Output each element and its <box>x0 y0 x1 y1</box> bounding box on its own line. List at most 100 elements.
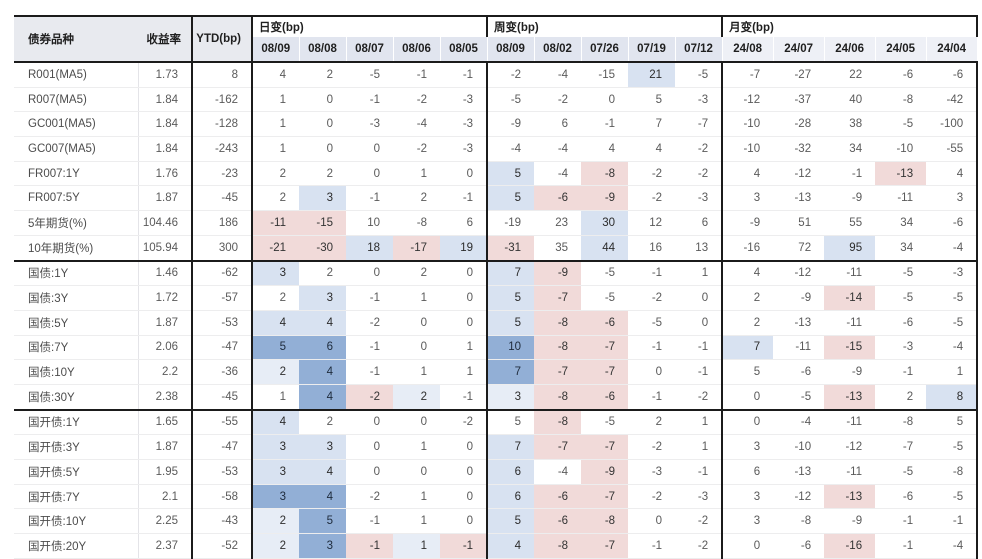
change-cell: 4 <box>252 408 299 436</box>
change-cell: 18 <box>346 235 393 262</box>
change-cell: 0 <box>440 285 489 311</box>
row-label: FR007:5Y <box>14 185 139 212</box>
date-header: 07/26 <box>580 37 629 62</box>
row-label: 10年期货(%) <box>14 235 139 262</box>
change-cell: 7 <box>722 335 774 361</box>
change-cell: -32 <box>773 136 825 162</box>
change-cell: -2 <box>487 62 535 88</box>
row-label: 国开债:1Y <box>14 408 139 436</box>
change-cell: 4 <box>252 310 299 336</box>
ytd-cell: -243 <box>191 136 253 162</box>
change-cell: 3 <box>252 484 299 510</box>
change-cell: -8 <box>773 508 825 535</box>
change-cell: -10 <box>773 434 825 460</box>
change-cell: -4 <box>926 533 979 559</box>
change-cell: -11 <box>824 459 876 485</box>
change-cell: 4 <box>926 161 979 187</box>
yield-cell: 1.76 <box>138 161 192 187</box>
table-row: 国债:5Y 1.87 -53 4 4 -2 0 0 5 -8 -6 -5 0 2 -13 -11 -6 -5 <box>14 310 979 336</box>
table-row: 国开债:3Y 1.87 -47 3 3 0 1 0 7 -7 -7 -2 1 3 -10 -12 -7 -5 <box>14 434 979 460</box>
yield-cell: 105.94 <box>138 235 192 262</box>
change-cell: 1 <box>393 285 440 311</box>
change-cell: -7 <box>581 533 629 559</box>
change-cell: -1 <box>440 384 489 411</box>
change-cell: -5 <box>628 310 676 336</box>
change-cell: -1 <box>926 508 979 535</box>
change-cell: -21 <box>252 235 299 262</box>
change-cell: 4 <box>722 259 774 287</box>
change-cell: -2 <box>346 484 393 510</box>
change-cell: -2 <box>675 384 724 411</box>
yield-cell: 2.2 <box>138 359 192 385</box>
change-cell: -5 <box>875 459 927 485</box>
change-cell: -42 <box>926 87 979 113</box>
change-cell: 0 <box>346 459 393 485</box>
change-cell: -13 <box>824 484 876 510</box>
table-row: 国债:1Y 1.46 -62 3 2 0 2 0 7 -9 -5 -1 1 4 -12 -11 -5 -3 <box>14 259 979 287</box>
change-cell: -8 <box>534 384 582 411</box>
change-cell: -1 <box>628 259 676 287</box>
change-cell: 6 <box>487 459 535 485</box>
change-cell: 2 <box>393 384 440 411</box>
change-cell: 3 <box>252 259 299 287</box>
change-cell: 1 <box>393 533 440 559</box>
yield-cell: 1.87 <box>138 185 192 212</box>
change-cell: -5 <box>487 87 535 113</box>
ytd-cell: 300 <box>191 235 253 262</box>
ytd-cell: -43 <box>191 508 253 535</box>
date-header: 24/08 <box>721 37 774 62</box>
date-header: 08/02 <box>533 37 582 62</box>
row-label: 国债:3Y <box>14 285 139 311</box>
change-cell: 3 <box>926 185 979 212</box>
change-cell: -1 <box>628 533 676 559</box>
change-cell: -12 <box>773 259 825 287</box>
change-cell: -6 <box>875 62 927 88</box>
change-cell: 0 <box>346 408 393 436</box>
change-cell: 5 <box>487 185 535 212</box>
yield-cell: 2.38 <box>138 384 192 411</box>
change-cell: -1 <box>875 508 927 535</box>
change-cell: -6 <box>534 508 582 535</box>
change-cell: 35 <box>534 235 582 262</box>
change-cell: -2 <box>628 161 676 187</box>
yield-cell: 1.73 <box>138 62 192 88</box>
change-cell: 2 <box>393 185 440 212</box>
change-cell: -3 <box>675 87 724 113</box>
change-cell: 5 <box>487 161 535 187</box>
change-cell: 7 <box>628 111 676 138</box>
change-cell: -15 <box>581 62 629 88</box>
change-cell: 2 <box>252 185 299 212</box>
col-header-yield: 收益率 <box>138 16 192 62</box>
change-cell: -5 <box>875 111 927 138</box>
change-cell: -7 <box>534 359 582 385</box>
change-cell: 2 <box>875 384 927 411</box>
yield-cell: 1.87 <box>138 310 192 336</box>
change-cell: -3 <box>440 136 489 162</box>
change-cell: 0 <box>393 459 440 485</box>
change-cell: -7 <box>534 434 582 460</box>
ytd-cell: -23 <box>191 161 253 187</box>
change-cell: -5 <box>875 259 927 287</box>
change-cell: -5 <box>675 62 724 88</box>
change-cell: -1 <box>346 335 393 361</box>
table-row: 国债:7Y 2.06 -47 5 6 -1 0 1 10 -8 -7 -1 -1 7 -11 -15 -3 -4 <box>14 335 979 361</box>
change-cell: 2 <box>722 310 774 336</box>
change-cell: 7 <box>487 359 535 385</box>
change-cell: 7 <box>487 434 535 460</box>
change-cell: -8 <box>581 508 629 535</box>
change-cell: -2 <box>628 484 676 510</box>
date-header: 08/06 <box>392 37 441 62</box>
date-header: 24/05 <box>874 37 927 62</box>
row-label: R007(MA5) <box>14 87 139 113</box>
change-cell: -6 <box>534 484 582 510</box>
change-cell: -12 <box>824 434 876 460</box>
change-cell: -27 <box>773 62 825 88</box>
change-cell: -3 <box>440 87 489 113</box>
change-cell: -9 <box>824 508 876 535</box>
change-cell: 5 <box>487 285 535 311</box>
change-cell: 3 <box>299 185 346 212</box>
change-cell: -9 <box>534 259 582 287</box>
change-cell: 1 <box>675 408 724 436</box>
change-cell: 2 <box>252 359 299 385</box>
table-row: R001(MA5) 1.73 8 4 2 -5 -1 -1 -2 -4 -15 21 -5 -7 -27 22… <box>14 62 979 88</box>
